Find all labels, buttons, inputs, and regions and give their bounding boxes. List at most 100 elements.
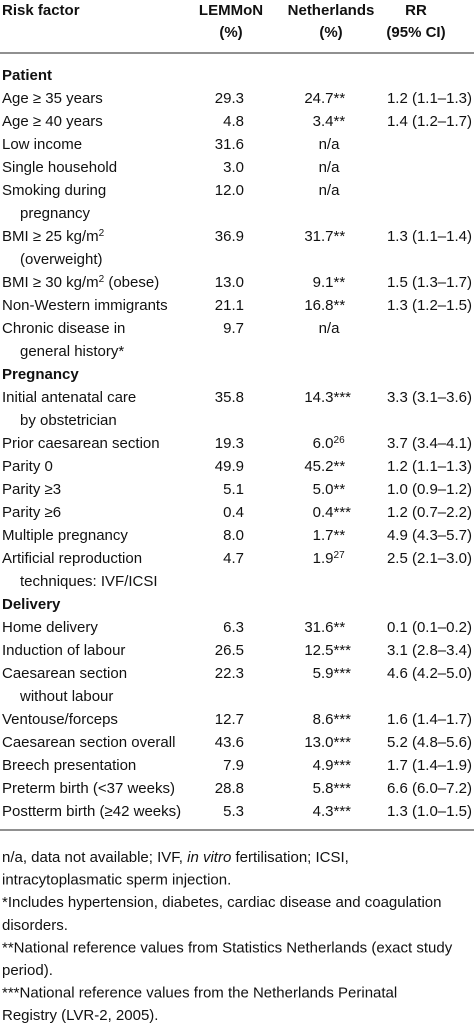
text-run: BMI ≥ 25 kg/m — [2, 228, 99, 245]
rr-value: 3.1 (2.8–3.4) — [387, 642, 472, 659]
risk-factor: Home delivery — [2, 619, 98, 636]
risk-factor: Artificial reproduction — [2, 550, 142, 567]
lemmon-value: 3.0 — [223, 159, 244, 176]
lemmon-value: 0.4 — [223, 504, 244, 521]
netherlands-value: 4.9*** — [313, 757, 352, 774]
risk-factor: without labour — [19, 688, 113, 705]
lemmon-value: 19.3 — [215, 435, 244, 452]
footnote: ***National reference values from the Ne… — [2, 985, 397, 1002]
risk-factor: Breech presentation — [2, 757, 136, 774]
rr-value: 1.2 (0.7–2.2) — [387, 504, 472, 521]
risk-factor: BMI ≥ 30 kg/m2 (obese) — [2, 274, 159, 292]
risk-factor: Parity ≥3 — [2, 481, 61, 498]
lemmon-value: 21.1 — [215, 297, 244, 314]
lemmon-value: 22.3 — [215, 665, 244, 682]
footnote: Registry (LVR-2, 2005). — [2, 1007, 158, 1024]
text-run: (obese) — [104, 274, 159, 291]
netherlands-value: 9.1** — [313, 274, 346, 291]
lemmon-value: 31.6 — [215, 136, 244, 153]
netherlands-value: 5.8*** — [313, 780, 352, 797]
risk-factor: general history* — [20, 343, 124, 360]
netherlands-value: n/a — [319, 136, 341, 153]
superscript: 2 — [99, 274, 105, 285]
lemmon-value: 43.6 — [215, 734, 244, 751]
risk-factor: Preterm birth (<37 weeks) — [2, 780, 175, 797]
risk-factor: Age ≥ 40 years — [2, 113, 103, 130]
superscript: 27 — [334, 550, 346, 561]
risk-factor: (overweight) — [20, 251, 103, 268]
lemmon-value: 6.3 — [223, 619, 244, 636]
rr-value: 3.7 (3.4–4.1) — [387, 435, 472, 452]
risk-factor: by obstetrician — [20, 412, 117, 429]
netherlands-value: 31.7** — [304, 228, 345, 245]
netherlands-value: 12.5*** — [304, 642, 351, 659]
netherlands-value: 3.4** — [313, 113, 346, 130]
netherlands-value: 5.9*** — [313, 665, 352, 682]
text-run: n/a, data not available; IVF, — [2, 849, 187, 866]
risk-factor: Age ≥ 35 years — [2, 90, 103, 107]
lemmon-value: 28.8 — [215, 780, 244, 797]
risk-factor: Prior caesarean section — [2, 435, 160, 452]
risk-factor: Parity ≥6 — [2, 504, 61, 521]
lemmon-value: 4.8 — [223, 113, 244, 130]
risk-factor: Induction of labour — [2, 642, 125, 659]
rr-value: 1.3 (1.2–1.5) — [387, 297, 472, 314]
risk-factor: Smoking during — [2, 182, 106, 199]
rr-value: 4.6 (4.2–5.0) — [387, 665, 472, 682]
rr-value: 2.5 (2.1–3.0) — [387, 550, 472, 567]
rr-value: 1.2 (1.1–1.3) — [387, 90, 472, 107]
rr-value: 5.2 (4.8–5.6) — [387, 734, 472, 751]
italic-run: in vitro — [187, 849, 231, 866]
rr-value: 1.7 (1.4–1.9) — [387, 757, 472, 774]
rr-value: 1.5 (1.3–1.7) — [387, 274, 472, 291]
risk-factor: Caesarean section — [2, 665, 127, 682]
footnote: *Includes hypertension, diabetes, cardia… — [2, 894, 441, 911]
lemmon-value: 9.7 — [223, 320, 244, 337]
text-run: 1.9 — [313, 550, 334, 567]
rr-value: 1.2 (1.1–1.3) — [387, 458, 472, 475]
netherlands-value: 8.6*** — [313, 711, 352, 728]
text-run: fertilisation; ICSI, — [231, 849, 349, 866]
lemmon-value: 35.8 — [215, 389, 244, 406]
column-header: (95% CI) — [386, 24, 445, 41]
rr-value: 3.3 (3.1–3.6) — [387, 389, 472, 406]
rr-value: 1.3 (1.1–1.4) — [387, 228, 472, 245]
risk-factor: Initial antenatal care — [2, 389, 136, 406]
lemmon-value: 4.7 — [223, 550, 244, 567]
risk-factor: Multiple pregnancy — [2, 527, 128, 544]
text-run: BMI ≥ 30 kg/m — [2, 274, 99, 291]
netherlands-value: 45.2** — [304, 458, 345, 475]
column-header: LEMMoN — [199, 2, 263, 19]
netherlands-value: 16.8** — [304, 297, 345, 314]
rr-value: 0.1 (0.1–0.2) — [387, 619, 472, 636]
rr-value: 1.0 (0.9–1.2) — [387, 481, 472, 498]
risk-factor: techniques: IVF/ICSI — [20, 573, 158, 590]
netherlands-value: n/a — [319, 320, 341, 337]
netherlands-value: 1.927 — [313, 550, 345, 568]
risk-factor: Parity 0 — [2, 458, 53, 475]
netherlands-value: 6.026 — [313, 435, 345, 453]
lemmon-value: 7.9 — [223, 757, 244, 774]
footnote: **National reference values from Statist… — [2, 939, 453, 956]
rr-value: 4.9 (4.3–5.7) — [387, 527, 472, 544]
rr-value: 1.4 (1.2–1.7) — [387, 113, 472, 130]
risk-factor: Single household — [2, 159, 117, 176]
risk-factor: pregnancy — [20, 205, 91, 222]
footnote: intracytoplasmatic sperm injection. — [2, 872, 231, 889]
netherlands-value: 24.7** — [304, 90, 345, 107]
lemmon-value: 12.0 — [215, 182, 244, 199]
lemmon-value: 36.9 — [215, 228, 244, 245]
lemmon-value: 8.0 — [223, 527, 244, 544]
risk-factor: Low income — [2, 136, 82, 153]
lemmon-value: 5.1 — [223, 481, 244, 498]
lemmon-value: 5.3 — [223, 803, 244, 820]
rr-value: 6.6 (6.0–7.2) — [387, 780, 472, 797]
risk-factor: Non-Western immigrants — [2, 297, 168, 314]
netherlands-value: 1.7** — [313, 527, 346, 544]
column-header: (%) — [219, 24, 242, 41]
risk-factor: Chronic disease in — [2, 320, 125, 337]
superscript: 26 — [334, 435, 346, 446]
netherlands-value: 0.4*** — [313, 504, 352, 521]
